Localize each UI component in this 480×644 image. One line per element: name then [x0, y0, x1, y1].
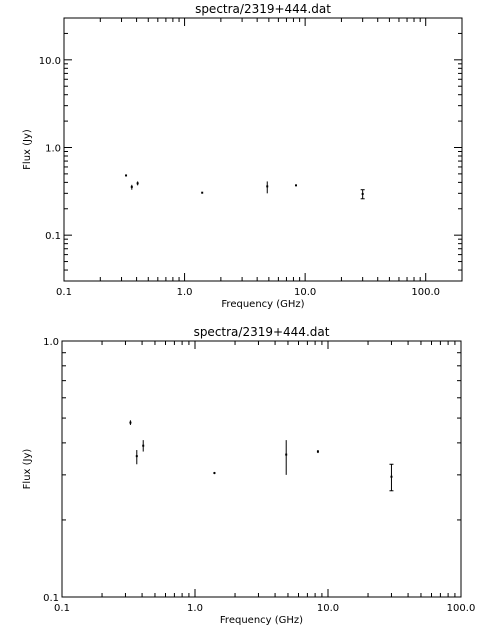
x-tick-label: 100.0	[411, 287, 440, 298]
plot-frame	[61, 340, 462, 598]
y-tick-label: 0.1	[43, 593, 59, 604]
x-tick-label: 0.1	[56, 287, 72, 298]
data-point	[201, 191, 204, 194]
top-spectrum-plot: 0.1 1.0 10.0 100.0 0.1 1.0 10.0 spectra/2319+44…	[22, 2, 463, 310]
y-tick-label: 10.0	[39, 56, 61, 67]
plot-frame	[63, 17, 463, 282]
data-point	[129, 421, 132, 424]
data-point	[142, 444, 145, 447]
data-point	[361, 192, 364, 195]
data-point	[266, 185, 269, 188]
chart-title: spectra/2319+444.dat	[195, 2, 331, 16]
chart-title: spectra/2319+444.dat	[194, 325, 330, 339]
x-tick-label: 10.0	[294, 287, 316, 298]
y-tick-label: 1.0	[43, 337, 59, 348]
x-tick-label: 1.0	[177, 287, 193, 298]
y-tick-label: 0.1	[45, 231, 61, 242]
x-tick-label: 10.0	[317, 603, 339, 614]
y-axis-label: Flux (Jy)	[22, 129, 33, 170]
data-point	[136, 182, 139, 185]
x-tick-label: 0.1	[54, 603, 70, 614]
x-axis-label: Frequency (GHz)	[221, 299, 304, 310]
data-point	[295, 184, 298, 187]
x-axis-label: Frequency (GHz)	[220, 615, 303, 626]
bottom-spectrum-plot: 0.1 1.0 10.0 100.0 0.1 1.0 spectra/2319+444.da…	[22, 325, 475, 626]
data-point	[390, 475, 393, 478]
data-point	[130, 185, 133, 188]
data-point	[285, 453, 288, 456]
y-tick-label: 1.0	[45, 143, 61, 154]
x-tick-label: 1.0	[187, 603, 203, 614]
data-point	[125, 174, 128, 177]
y-axis-label: Flux (Jy)	[22, 449, 33, 490]
x-tick-label: 100.0	[447, 603, 476, 614]
data-point	[135, 455, 138, 458]
data-point	[316, 450, 319, 453]
data-point	[213, 472, 216, 475]
